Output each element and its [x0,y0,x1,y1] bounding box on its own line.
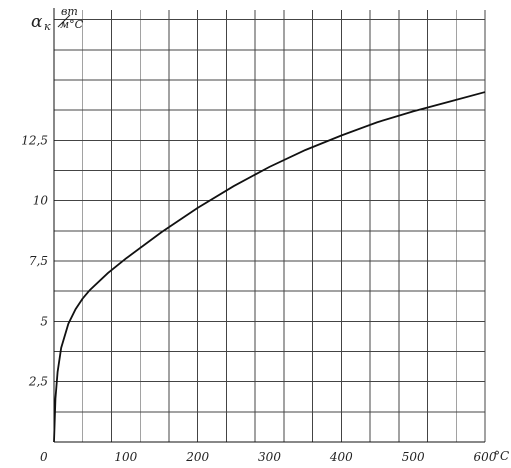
x-tick-label: 500 [402,450,425,464]
y-tick-labels: 2,5 5 7,5 10 12,5 [21,133,48,388]
grid [53,10,486,443]
y-axis-unit-denominator: м°С [60,18,84,31]
y-axis-title: α к вт м°С [31,5,84,33]
y-axis-unit-numerator: вт [61,5,78,18]
y-tick-label: 2,5 [28,375,48,389]
x-tick-label: 400 [329,450,353,464]
curve-layer [53,91,486,443]
x-tick-label: 0 [40,450,48,464]
x-tick-label: 600 [474,450,497,464]
y-tick-label: 5 [40,314,48,328]
y-tick-label: 12,5 [21,133,48,147]
y-axis-symbol-subscript: к [44,20,51,33]
axes [53,8,485,443]
x-tick-labels: 0 100 200 300 400 500 600 [40,450,497,464]
x-tick-label: 200 [185,450,209,464]
y-tick-label: 10 [33,194,49,208]
y-axis-symbol: α [31,12,43,32]
x-axis-unit: °C [494,449,509,463]
y-axis-unit-fraction-bar [57,14,71,28]
x-tick-label: 300 [258,450,281,464]
y-tick-label: 7,5 [29,254,48,268]
x-tick-label: 100 [114,450,137,464]
series-line [53,91,486,443]
